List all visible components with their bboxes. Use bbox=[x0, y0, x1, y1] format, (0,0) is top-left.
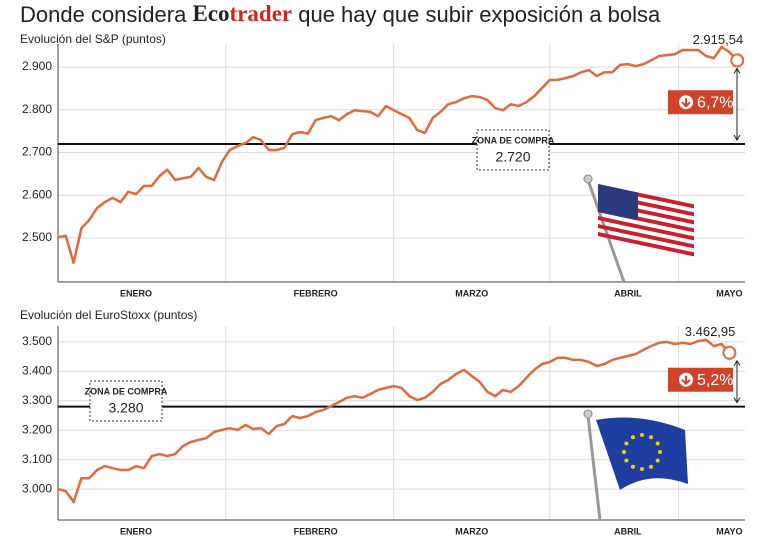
change-box bbox=[668, 90, 733, 115]
change-box bbox=[668, 367, 733, 392]
flag-pole-top bbox=[583, 174, 593, 184]
zone-value: 2.720 bbox=[495, 149, 530, 165]
last-point bbox=[722, 345, 737, 360]
down-icon-arrow bbox=[681, 98, 691, 108]
x-tick-label: ABRIL bbox=[614, 288, 642, 298]
flag-star bbox=[655, 441, 660, 446]
zone-label: ZONA DE COMPRA bbox=[472, 135, 555, 145]
arrow-head bbox=[733, 359, 741, 404]
y-tick-label: 3.000 bbox=[22, 481, 52, 495]
flag-star bbox=[655, 458, 660, 463]
y-tick-label: 2.600 bbox=[22, 187, 52, 201]
zone-label: ZONA DE COMPRA bbox=[85, 386, 168, 396]
price-line bbox=[57, 45, 739, 265]
x-tick-label: MARZO bbox=[455, 288, 488, 298]
flag-pole-top bbox=[583, 409, 593, 419]
flag-pole bbox=[586, 415, 602, 521]
flag-star bbox=[624, 458, 629, 463]
headline: Donde considera Ecotrader que hay que su… bbox=[20, 1, 661, 27]
last-value-label: 2.915,54 bbox=[693, 32, 744, 47]
zone-box bbox=[89, 380, 163, 422]
flag-stripe bbox=[598, 216, 694, 241]
chart-subtitle: Evolución del EuroStoxx (puntos) bbox=[20, 308, 197, 322]
change-label: 5,2% bbox=[697, 372, 733, 389]
flag-star bbox=[640, 467, 644, 471]
zone-value: 3.280 bbox=[108, 400, 143, 416]
flag-star bbox=[622, 450, 626, 454]
flag-star bbox=[649, 435, 653, 440]
flag-stripe bbox=[598, 224, 694, 249]
flag-star bbox=[631, 464, 635, 469]
flag-eu bbox=[596, 417, 688, 490]
flag-stripe bbox=[598, 232, 694, 257]
brand-eco: Eco bbox=[192, 1, 229, 26]
y-tick-label: 3.500 bbox=[22, 334, 52, 348]
y-tick-label: 3.100 bbox=[22, 452, 52, 466]
price-line bbox=[57, 338, 731, 504]
y-tick-label: 2.800 bbox=[22, 102, 52, 116]
x-tick-label: FEBRERO bbox=[294, 288, 338, 298]
flag-star bbox=[649, 464, 653, 469]
x-tick-label: MAYO bbox=[716, 526, 742, 536]
flag-star bbox=[658, 450, 662, 454]
x-tick-label: MAYO bbox=[716, 288, 742, 298]
zone-box bbox=[476, 129, 550, 171]
chart-subtitle: Evolución del S&P (puntos) bbox=[20, 32, 166, 46]
arrow-head bbox=[733, 67, 741, 141]
x-tick-label: ENERO bbox=[120, 288, 152, 298]
last-value-label: 3.462,95 bbox=[685, 324, 736, 339]
down-icon-arrow bbox=[681, 375, 691, 386]
brand-trader: trader bbox=[230, 1, 293, 26]
x-tick-label: MARZO bbox=[455, 526, 488, 536]
flag-pole bbox=[586, 179, 626, 283]
x-tick-label: FEBRERO bbox=[294, 526, 338, 536]
y-tick-label: 3.300 bbox=[22, 393, 52, 407]
change-label: 6,7% bbox=[697, 94, 733, 111]
flag-star bbox=[631, 435, 635, 440]
last-point bbox=[730, 53, 745, 68]
flag-canton bbox=[598, 184, 638, 221]
flag-star bbox=[640, 433, 644, 437]
headline-end: que hay que subir exposición a bolsa bbox=[298, 2, 661, 27]
y-tick-label: 3.200 bbox=[22, 422, 52, 436]
flag-star bbox=[624, 441, 629, 446]
headline-start: Donde considera bbox=[20, 2, 187, 27]
x-tick-label: ENERO bbox=[120, 526, 152, 536]
y-tick-label: 2.700 bbox=[22, 145, 52, 159]
flag-us bbox=[598, 184, 694, 257]
x-tick-label: ABRIL bbox=[614, 526, 642, 536]
y-tick-label: 2.500 bbox=[22, 230, 52, 244]
y-tick-label: 2.900 bbox=[22, 59, 52, 73]
y-tick-label: 3.400 bbox=[22, 364, 52, 378]
